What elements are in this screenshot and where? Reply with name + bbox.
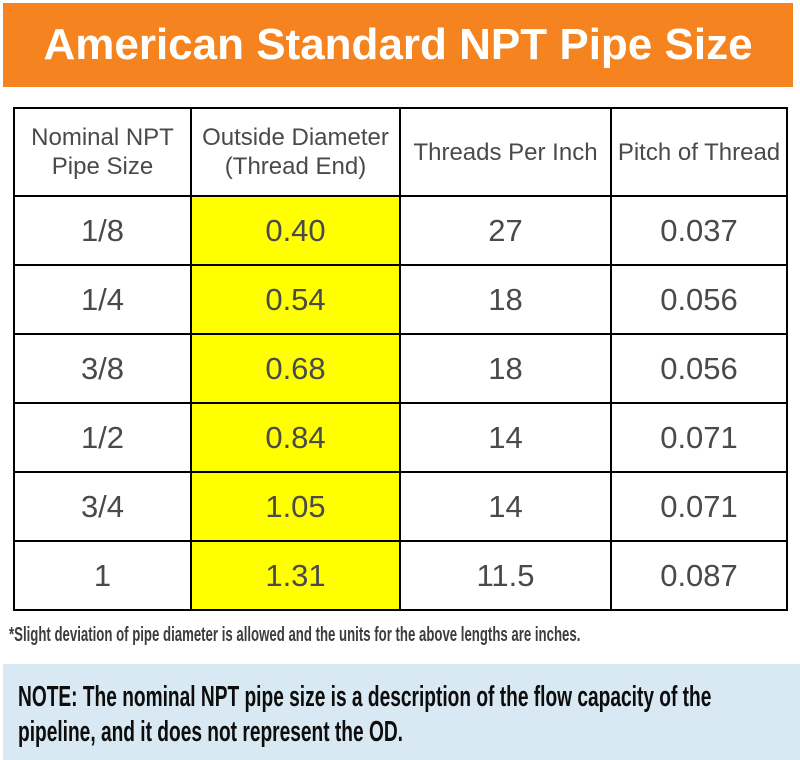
cell-threads-per-inch: 14 (399, 471, 612, 542)
note-banner: NOTE: The nominal NPT pipe size is a des… (3, 664, 800, 760)
cell-nominal-size: 1 (13, 540, 192, 611)
cell-threads-per-inch: 27 (399, 195, 612, 266)
cell-threads-per-inch: 18 (399, 333, 612, 404)
column-header-outside-diameter: Outside Diameter (Thread End) (190, 107, 401, 197)
cell-threads-per-inch: 14 (399, 402, 612, 473)
cell-nominal-size: 3/8 (13, 333, 192, 404)
cell-pitch: 0.071 (610, 402, 788, 473)
column-header-nominal-size: Nominal NPT Pipe Size (13, 107, 192, 197)
table-row: 3/4 1.05 14 0.071 (13, 471, 788, 542)
note-text: NOTE: The nominal NPT pipe size is a des… (18, 681, 712, 748)
footnote: *Slight deviation of pipe diameter is al… (9, 622, 800, 648)
cell-threads-per-inch: 18 (399, 264, 612, 335)
cell-outside-diameter: 0.68 (190, 333, 401, 404)
table-row: 1/2 0.84 14 0.071 (13, 402, 788, 473)
table-row: 1/8 0.40 27 0.037 (13, 195, 788, 266)
npt-size-table: Nominal NPT Pipe Size Outside Diameter (… (13, 107, 788, 611)
cell-pitch: 0.056 (610, 333, 788, 404)
cell-nominal-size: 1/4 (13, 264, 192, 335)
cell-nominal-size: 3/4 (13, 471, 192, 542)
cell-threads-per-inch: 11.5 (399, 540, 612, 611)
cell-outside-diameter: 0.40 (190, 195, 401, 266)
page-title: American Standard NPT Pipe Size (43, 20, 753, 69)
title-banner: American Standard NPT Pipe Size (3, 3, 793, 87)
table-row: 3/8 0.68 18 0.056 (13, 333, 788, 404)
cell-pitch: 0.087 (610, 540, 788, 611)
column-header-threads-per-inch: Threads Per Inch (399, 107, 612, 197)
table-row: 1 1.31 11.5 0.087 (13, 540, 788, 611)
cell-outside-diameter: 1.05 (190, 471, 401, 542)
cell-outside-diameter: 1.31 (190, 540, 401, 611)
cell-pitch: 0.056 (610, 264, 788, 335)
cell-outside-diameter: 0.54 (190, 264, 401, 335)
cell-outside-diameter: 0.84 (190, 402, 401, 473)
table-row: 1/4 0.54 18 0.056 (13, 264, 788, 335)
cell-nominal-size: 1/2 (13, 402, 192, 473)
column-header-pitch: Pitch of Thread (610, 107, 788, 197)
header-row: Nominal NPT Pipe Size Outside Diameter (… (13, 107, 788, 197)
cell-pitch: 0.037 (610, 195, 788, 266)
cell-nominal-size: 1/8 (13, 195, 192, 266)
cell-pitch: 0.071 (610, 471, 788, 542)
footnote-text: *Slight deviation of pipe diameter is al… (9, 624, 581, 646)
